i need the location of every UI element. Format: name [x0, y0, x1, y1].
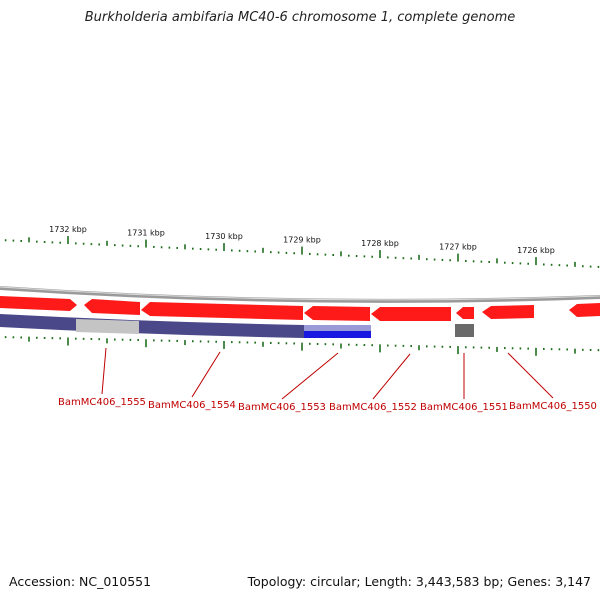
gene-label[interactable]: BamMC406_1554: [148, 400, 236, 411]
scale-tick-label: 1726 kbp: [517, 246, 555, 255]
gene-arrow[interactable]: [141, 302, 303, 320]
cds-track: [0, 314, 474, 338]
scale-tick-label: 1730 kbp: [205, 232, 243, 241]
scale-tick-label: 1728 kbp: [361, 239, 399, 248]
gene-arrow[interactable]: [0, 296, 77, 311]
chromosome-backbone-highlight: [0, 286, 600, 301]
gene-arrow[interactable]: [371, 307, 451, 321]
accession-label: Accession: NC_010551: [9, 574, 152, 589]
cds-feature-dark[interactable]: [455, 324, 474, 337]
gene-arrow[interactable]: [304, 306, 370, 321]
gene-arrow[interactable]: [569, 303, 600, 317]
gene-leader-line: [281, 352, 339, 400]
scale-tick-label: 1727 kbp: [439, 243, 477, 252]
gene-leader-line: [191, 351, 221, 398]
gene-arrow[interactable]: [456, 307, 474, 319]
page-title: Burkholderia ambifaria MC40-6 chromosome…: [84, 10, 516, 25]
gene-label[interactable]: BamMC406_1552: [329, 402, 417, 413]
gene-arrow[interactable]: [84, 299, 140, 315]
gene-label[interactable]: BamMC406_1553: [238, 402, 326, 413]
gene-label[interactable]: BamMC406_1551: [420, 402, 508, 413]
gene-label[interactable]: BamMC406_1550: [509, 401, 597, 412]
gene-label[interactable]: BamMC406_1555: [58, 397, 146, 408]
genome-summary: Topology: circular; Length: 3,443,583 bp…: [247, 574, 591, 589]
gene-arrows: [0, 296, 600, 321]
gene-leader-line: [101, 347, 107, 395]
gene-leader-line: [372, 353, 411, 400]
scale-tick-label: 1731 kbp: [127, 229, 165, 238]
lower-minor-ticks: [4, 336, 600, 356]
cds-feature-blue-light[interactable]: [304, 325, 371, 331]
cds-feature-blue[interactable]: [304, 331, 371, 338]
scale-labels: 1732 kbp 1731 kbp 1730 kbp 1729 kbp 1728 kbp…: [49, 225, 555, 255]
cds-feature-grey[interactable]: [76, 319, 139, 334]
chromosome-backbone: [0, 286, 600, 303]
gene-labels: BamMC406_1555 BamMC406_1554 BamMC406_1553 B…: [58, 347, 597, 413]
scale-tick-label: 1732 kbp: [49, 225, 87, 234]
gene-leader-line: [507, 352, 554, 399]
gene-arrow[interactable]: [482, 305, 534, 319]
upper-minor-ticks: [4, 236, 600, 268]
scale-tick-label: 1729 kbp: [283, 236, 321, 245]
